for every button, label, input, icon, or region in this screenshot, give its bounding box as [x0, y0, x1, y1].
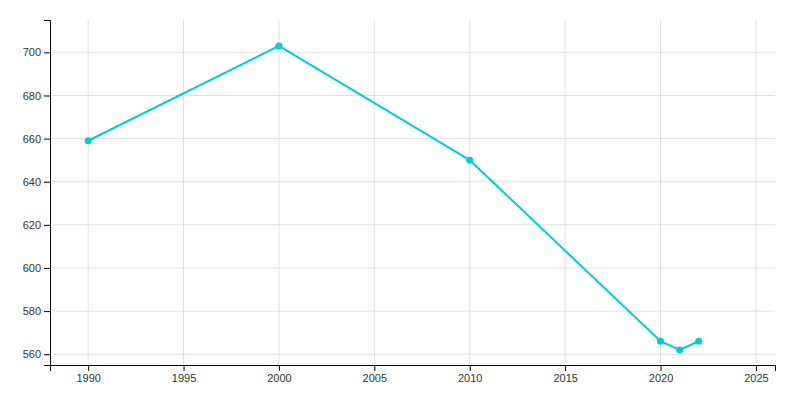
- x-tick-label: 1995: [172, 372, 196, 384]
- point: [695, 338, 702, 345]
- y-tick-mark: [44, 139, 50, 140]
- point: [85, 137, 92, 144]
- point: [275, 42, 282, 49]
- x-tick: 1995: [172, 365, 196, 384]
- y-tick-mark: [44, 225, 50, 226]
- plot-area: 1990 1995 2000 2005 2010 2015 2020 2025 560 580 60…: [23, 20, 776, 384]
- x-tick: 2005: [363, 365, 387, 384]
- y-tick: 620: [23, 219, 50, 231]
- line: [88, 46, 699, 350]
- x-grid-line: [469, 20, 470, 365]
- x-tick-mark: [374, 365, 375, 371]
- x-tick-mark: [661, 365, 662, 371]
- x-tick-label: 2020: [649, 372, 673, 384]
- x-tick-label: 2015: [553, 372, 577, 384]
- y-tick-mark: [44, 95, 50, 96]
- x-grid-line: [374, 20, 375, 365]
- y-grid-line: [50, 181, 775, 182]
- x-tick: 2020: [649, 365, 673, 384]
- y-grid-line: [50, 354, 775, 355]
- x-tick: 2015: [553, 365, 577, 384]
- y-axis: 560 580 600 620 640 660 680 700: [23, 21, 51, 366]
- x-grid-line: [755, 20, 756, 365]
- y-tick-label: 660: [23, 133, 41, 145]
- y-tick: 660: [23, 133, 50, 145]
- marks: [85, 42, 703, 353]
- y-tick-mark: [44, 52, 50, 53]
- y-grid-line: [50, 311, 775, 312]
- y-tick-label: 620: [23, 219, 41, 231]
- x-grid-line: [183, 20, 184, 365]
- y-axis-line: [44, 21, 51, 366]
- x-tick-label: 2000: [267, 372, 291, 384]
- y-grid-line: [50, 224, 775, 225]
- x-tick: 2000: [267, 365, 291, 384]
- y-tick-label: 600: [23, 262, 41, 274]
- y-tick: 640: [23, 176, 50, 188]
- x-tick-mark: [756, 365, 757, 371]
- y-grid-line: [50, 52, 775, 53]
- x-grid-line: [278, 20, 279, 365]
- point: [657, 338, 664, 345]
- y-tick-mark: [44, 354, 50, 355]
- x-grid-line: [565, 20, 566, 365]
- y-grid-line: [50, 138, 775, 139]
- x-grid-line: [660, 20, 661, 365]
- y-tick-label: 580: [23, 305, 41, 317]
- point: [466, 157, 473, 164]
- y-tick: 560: [23, 348, 50, 360]
- x-tick: 1990: [76, 365, 100, 384]
- y-tick: 600: [23, 262, 50, 274]
- x-tick-mark: [279, 365, 280, 371]
- x-tick-mark: [470, 365, 471, 371]
- y-tick-label: 700: [23, 46, 41, 58]
- y-tick: 700: [23, 46, 50, 58]
- x-tick-label: 1990: [76, 372, 100, 384]
- x-tick-label: 2005: [363, 372, 387, 384]
- y-tick: 580: [23, 305, 50, 317]
- x-tick-mark: [565, 365, 566, 371]
- y-grid-line: [50, 267, 775, 268]
- x-tick-label: 2010: [458, 372, 482, 384]
- y-tick-label: 640: [23, 176, 41, 188]
- x-tick-mark: [184, 365, 185, 371]
- y-tick-mark: [44, 182, 50, 183]
- x-tick: 2010: [458, 365, 482, 384]
- x-grid-line: [88, 20, 89, 365]
- x-tick-mark: [88, 365, 89, 371]
- y-tick-label: 680: [23, 89, 41, 101]
- y-tick-mark: [44, 268, 50, 269]
- x-axis-line: [51, 366, 776, 372]
- x-tick-label: 2025: [744, 372, 768, 384]
- x-axis: 1990 1995 2000 2005 2010 2015 2020 2025: [51, 365, 776, 384]
- chart: 1990 1995 2000 2005 2010 2015 2020 2025 560 580 60…: [0, 0, 800, 400]
- y-tick: 680: [23, 89, 50, 101]
- point: [676, 346, 683, 353]
- y-tick-label: 560: [23, 348, 41, 360]
- y-tick-mark: [44, 311, 50, 312]
- grid: [50, 20, 775, 365]
- y-grid-line: [50, 95, 775, 96]
- x-tick: 2025: [744, 365, 768, 384]
